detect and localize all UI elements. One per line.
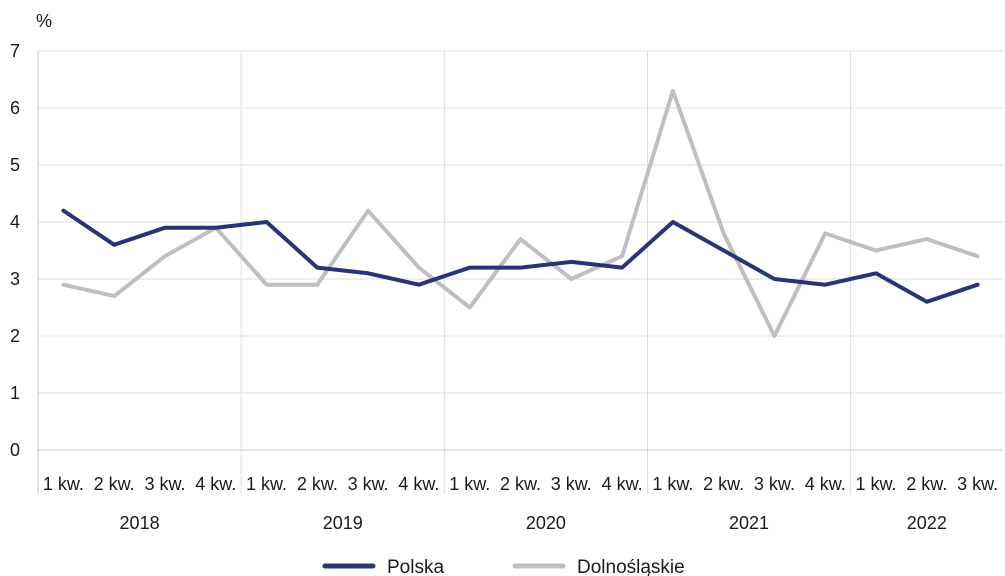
year-label: 2022	[907, 513, 947, 533]
x-tick-label: 4 kw.	[195, 474, 236, 494]
x-tick-label: 2 kw.	[94, 474, 135, 494]
x-tick-label: 2 kw.	[703, 474, 744, 494]
gridlines	[37, 50, 1003, 494]
y-tick-label: 0	[10, 440, 20, 460]
x-tick-label: 2 kw.	[297, 474, 338, 494]
series-lines	[61, 88, 980, 338]
y-tick-label: 1	[10, 383, 20, 403]
year-label: 2018	[120, 513, 160, 533]
y-tick-label: 2	[10, 326, 20, 346]
x-tick-label: 2 kw.	[906, 474, 947, 494]
year-label: 2019	[323, 513, 363, 533]
x-tick-label: 3 kw.	[551, 474, 592, 494]
legend-item-polska-label: Polska	[387, 557, 444, 576]
y-axis: 0 1 2 3 4 5 6 7	[10, 41, 20, 460]
year-label: 2021	[729, 513, 769, 533]
x-tick-label: 3 kw.	[144, 474, 185, 494]
x-tick-label: 1 kw.	[449, 474, 490, 494]
y-axis-unit: %	[36, 11, 52, 31]
series-line-polska	[61, 208, 980, 304]
x-tick-label: 1 kw.	[652, 474, 693, 494]
x-tick-label: 3 kw.	[348, 474, 389, 494]
y-tick-label: 7	[10, 41, 20, 61]
x-tick-label: 1 kw.	[246, 474, 287, 494]
x-tick-label: 1 kw.	[43, 474, 84, 494]
y-tick-label: 4	[10, 212, 20, 232]
x-tick-label: 4 kw.	[398, 474, 439, 494]
x-tick-label: 2 kw.	[500, 474, 541, 494]
x-tick-label: 4 kw.	[602, 474, 643, 494]
x-tick-label: 3 kw.	[957, 474, 998, 494]
x-axis: 1 kw. 2 kw. 3 kw. 4 kw. 1 kw. 2 kw. 3 kw. 4 kw.…	[43, 474, 998, 533]
year-label: 2020	[526, 513, 566, 533]
y-tick-label: 5	[10, 155, 20, 175]
x-tick-label: 1 kw.	[856, 474, 897, 494]
legend-item-dolnoslaskie-label: Dolnośląskie	[577, 557, 685, 576]
y-tick-label: 3	[10, 269, 20, 289]
y-tick-label: 6	[10, 98, 20, 118]
legend: Polska Dolnośląskie	[322, 557, 685, 576]
x-tick-label: 4 kw.	[805, 474, 846, 494]
x-tick-label: 3 kw.	[754, 474, 795, 494]
series-line-dolnoslaskie	[61, 88, 980, 338]
